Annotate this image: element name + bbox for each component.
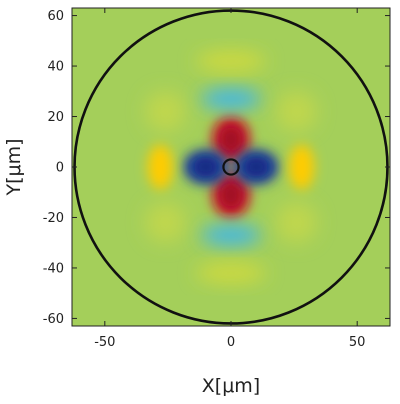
- field-lobe-9: [195, 262, 267, 284]
- field-lobe-8: [195, 50, 267, 72]
- field-lobe-7: [200, 225, 262, 246]
- y-axis-label: Y[μm]: [3, 138, 25, 196]
- x-axis-label: X[μm]: [202, 375, 260, 397]
- field-lobe-core-0: [220, 126, 242, 152]
- field-lobe-4: [147, 144, 173, 190]
- field-lobe-12: [145, 202, 186, 243]
- field-lobe-11: [276, 91, 317, 132]
- field-lobe-6: [200, 88, 262, 109]
- field-lobe-core-2: [193, 157, 219, 177]
- y-tick-label: -20: [43, 211, 64, 226]
- x-tick-label: -50: [94, 335, 115, 350]
- field-lobes: [145, 50, 317, 284]
- y-tick-label: -40: [43, 261, 64, 276]
- field-lobe-core-3: [243, 157, 269, 177]
- field-lobe-core-1: [220, 182, 242, 208]
- y-tick-label: 40: [47, 60, 64, 75]
- field-lobe-10: [145, 91, 186, 132]
- x-tick-label: 50: [349, 335, 366, 350]
- y-tick-label: 20: [47, 110, 64, 125]
- y-tick-label: 60: [47, 9, 64, 24]
- y-tick-label: 0: [56, 161, 64, 176]
- y-tick-label: -60: [43, 312, 64, 327]
- inner-core-circle: [222, 158, 240, 176]
- x-tick-label: 0: [227, 335, 235, 350]
- field-lobe-13: [276, 202, 317, 243]
- axis-ticks: -50 0 50 -60 -40 -20 0 20 40 60: [43, 8, 390, 350]
- field-lobe-5: [289, 144, 315, 190]
